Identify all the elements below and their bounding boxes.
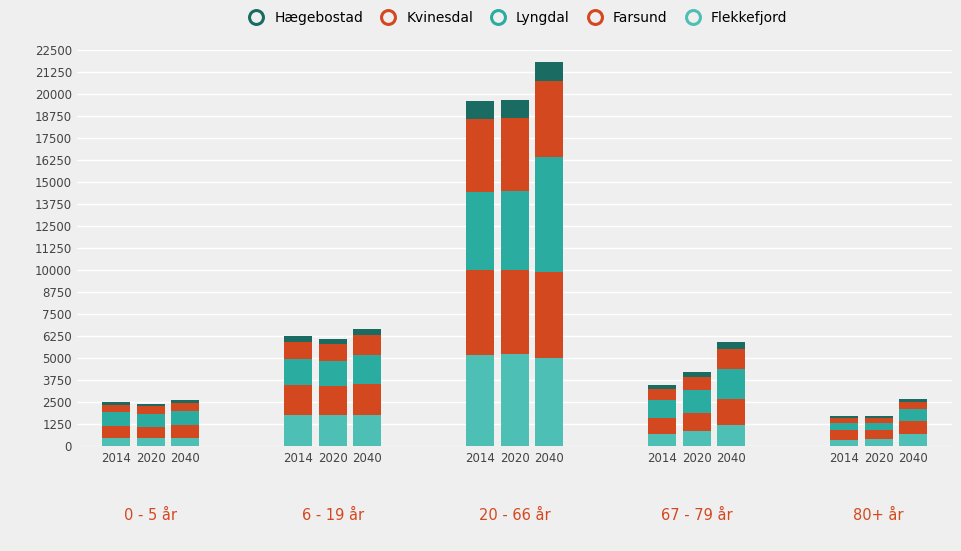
Bar [717, 349, 745, 369]
Text: 0 - 5 år: 0 - 5 år [124, 508, 177, 523]
Bar [318, 339, 346, 344]
Bar [318, 344, 346, 361]
Bar [682, 377, 710, 390]
Bar [500, 118, 529, 191]
Bar [171, 411, 199, 425]
Bar [353, 335, 381, 355]
Bar [466, 192, 494, 270]
Bar [682, 413, 710, 431]
Bar [102, 412, 130, 425]
Text: 80+ år: 80+ år [852, 508, 903, 523]
Bar [829, 418, 857, 423]
Bar [102, 402, 130, 404]
Bar [136, 426, 164, 439]
Bar [864, 430, 892, 440]
Bar [318, 386, 346, 415]
Bar [353, 383, 381, 415]
Bar [466, 270, 494, 355]
Bar [534, 62, 562, 82]
Bar [466, 101, 494, 119]
Bar [102, 438, 130, 446]
Bar [136, 404, 164, 407]
Bar [353, 355, 381, 383]
Bar [864, 423, 892, 430]
Bar [500, 100, 529, 118]
Bar [318, 361, 346, 386]
Text: 20 - 66 år: 20 - 66 år [479, 508, 550, 523]
Bar [283, 342, 311, 359]
Bar [648, 399, 676, 418]
Bar [171, 403, 199, 411]
Bar [534, 82, 562, 157]
Bar [717, 425, 745, 446]
Bar [682, 372, 710, 377]
Bar [102, 404, 130, 412]
Bar [899, 409, 926, 421]
Bar [717, 342, 745, 349]
Bar [136, 407, 164, 414]
Bar [353, 329, 381, 335]
Bar [500, 354, 529, 446]
Bar [500, 270, 529, 354]
Bar [829, 423, 857, 430]
Bar [829, 416, 857, 418]
Bar [829, 430, 857, 440]
Bar [682, 390, 710, 413]
Bar [864, 418, 892, 423]
Bar [717, 369, 745, 399]
Bar [899, 402, 926, 409]
Bar [899, 421, 926, 434]
Text: 6 - 19 år: 6 - 19 år [302, 508, 363, 523]
Bar [283, 359, 311, 385]
Bar [864, 440, 892, 446]
Bar [534, 358, 562, 446]
Bar [283, 336, 311, 342]
Bar [648, 389, 676, 399]
Bar [283, 385, 311, 414]
Bar [500, 191, 529, 270]
Bar [648, 434, 676, 446]
Bar [682, 431, 710, 446]
Bar [648, 386, 676, 389]
Bar [171, 400, 199, 403]
Bar [534, 157, 562, 272]
Legend: Hægebostad, Kvinesdal, Lyngdal, Farsund, Flekkefjord: Hægebostad, Kvinesdal, Lyngdal, Farsund,… [236, 5, 792, 30]
Bar [864, 415, 892, 418]
Bar [829, 440, 857, 446]
Bar [466, 355, 494, 446]
Bar [899, 434, 926, 446]
Bar [534, 272, 562, 358]
Bar [466, 119, 494, 192]
Bar [648, 418, 676, 434]
Bar [318, 415, 346, 446]
Bar [353, 415, 381, 446]
Bar [283, 414, 311, 446]
Bar [136, 414, 164, 426]
Bar [171, 425, 199, 437]
Bar [899, 399, 926, 402]
Bar [102, 425, 130, 438]
Bar [136, 439, 164, 446]
Text: 67 - 79 år: 67 - 79 år [660, 508, 731, 523]
Bar [171, 437, 199, 446]
Bar [717, 399, 745, 425]
